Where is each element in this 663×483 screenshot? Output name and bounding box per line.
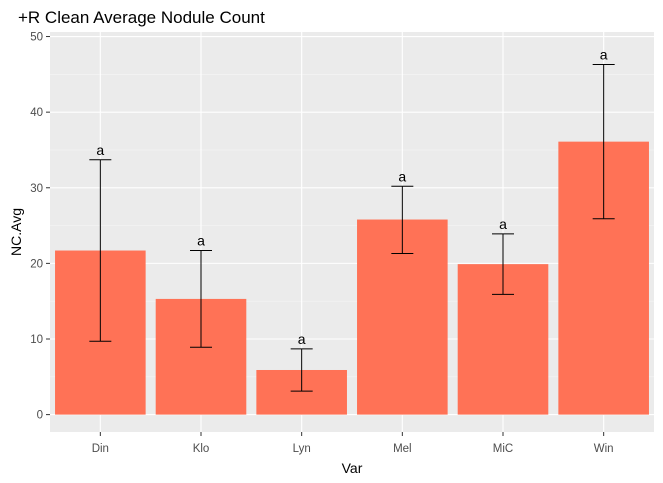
error-bar-mic <box>492 233 514 295</box>
y-tick-label: 10 <box>30 334 43 346</box>
y-axis-title: NC.Avg <box>8 208 24 256</box>
significance-labels: a a a a a a <box>96 47 607 347</box>
y-tick-label: 0 <box>37 410 43 422</box>
chart-title: +R Clean Average Nodule Count <box>18 8 265 27</box>
x-tick-label: Din <box>92 443 109 455</box>
y-tick-label: 30 <box>30 183 43 195</box>
y-tick-label: 20 <box>30 258 43 270</box>
significance-label: a <box>197 233 205 249</box>
significance-label: a <box>298 331 306 347</box>
y-tick-label: 50 <box>30 32 43 44</box>
x-tick-label: MiC <box>493 443 513 455</box>
x-tick-label: Mel <box>393 443 412 455</box>
x-axis-title: Var <box>342 460 363 476</box>
x-axis: Din Klo Lyn Mel MiC Win <box>92 432 614 455</box>
error-bars <box>89 64 615 392</box>
error-bar-klo <box>190 250 212 348</box>
significance-label: a <box>499 216 507 232</box>
significance-label: a <box>398 168 406 184</box>
error-bar-win <box>592 64 615 220</box>
error-bar-din <box>89 159 112 342</box>
significance-label: a <box>600 47 608 63</box>
x-tick-label: Klo <box>193 443 210 455</box>
y-tick-label: 40 <box>30 107 43 119</box>
significance-label: a <box>96 142 104 158</box>
x-tick-label: Win <box>594 443 614 455</box>
x-tick-label: Lyn <box>293 443 311 455</box>
plot-panel <box>50 32 654 432</box>
y-axis: 0 10 20 30 40 50 <box>30 32 50 422</box>
error-bar-mel <box>391 185 414 255</box>
error-bar-lyn <box>290 348 313 392</box>
